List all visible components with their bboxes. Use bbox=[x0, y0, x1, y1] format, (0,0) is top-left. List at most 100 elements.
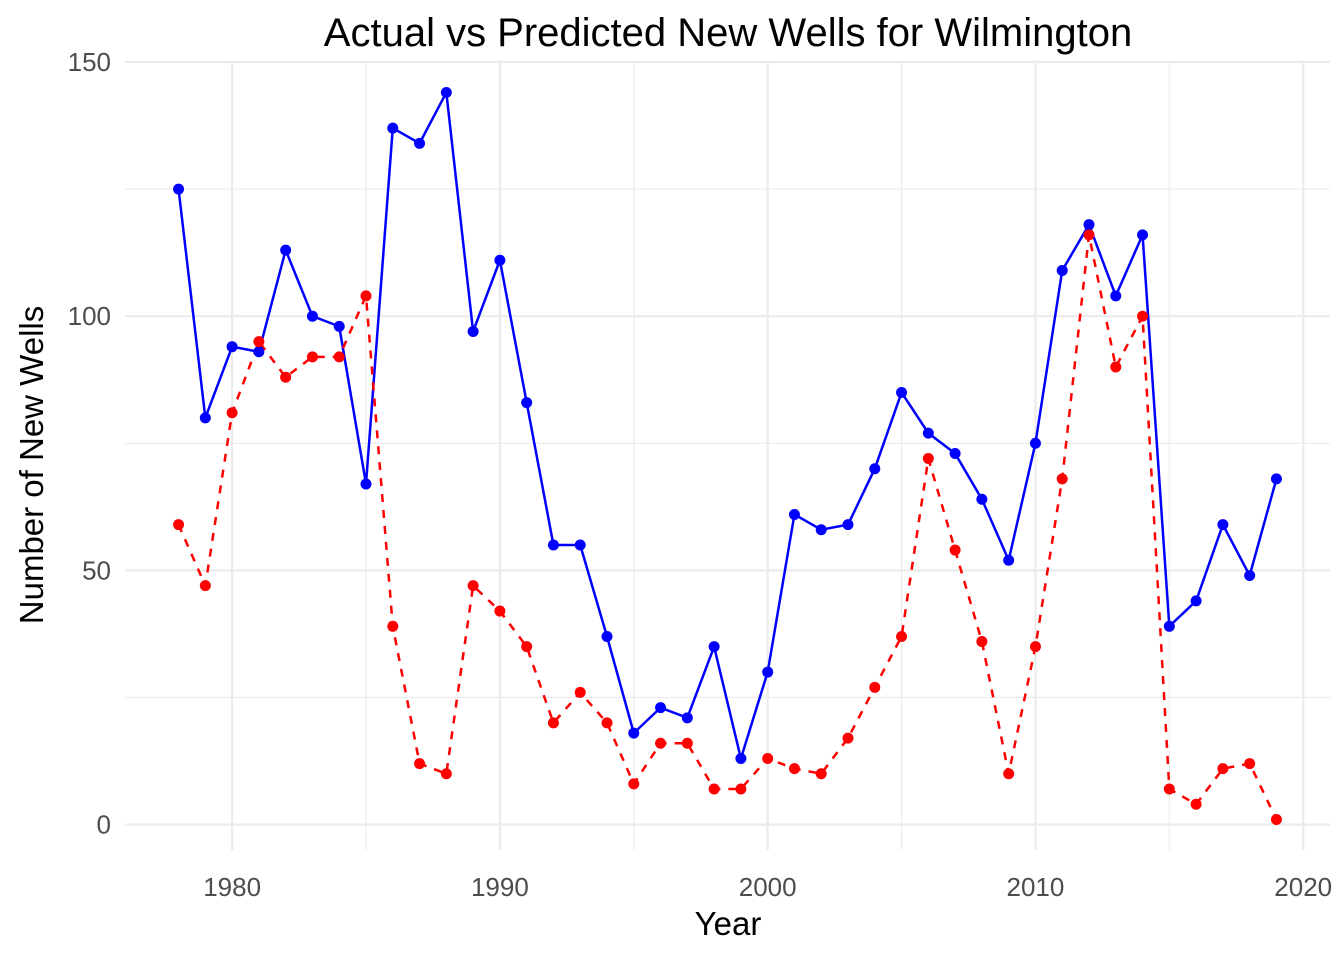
series-2-point bbox=[440, 768, 452, 780]
series-layer bbox=[173, 87, 1282, 825]
series-2-point bbox=[1003, 768, 1015, 780]
series-2-point bbox=[1056, 473, 1068, 485]
y-tick-label: 0 bbox=[97, 810, 111, 840]
y-tick-label: 50 bbox=[82, 555, 111, 585]
series-1-point bbox=[788, 508, 800, 520]
series-2-point bbox=[333, 351, 345, 363]
y-tick-label: 100 bbox=[68, 301, 111, 331]
series-2-point bbox=[896, 630, 908, 642]
series-1-line bbox=[177, 88, 1278, 764]
series-1-point bbox=[896, 386, 908, 398]
series-2-point bbox=[976, 636, 988, 648]
series-1-point bbox=[1137, 229, 1149, 241]
series-1-point bbox=[494, 254, 506, 266]
series-1-point bbox=[1190, 595, 1202, 607]
series-2-point bbox=[1244, 758, 1256, 770]
series-2-point bbox=[414, 758, 426, 770]
series-1-point bbox=[976, 493, 988, 505]
series-2-line bbox=[177, 234, 1278, 821]
series-2-point bbox=[199, 580, 211, 592]
series-2-point bbox=[1137, 310, 1149, 322]
series-1-point bbox=[414, 137, 426, 149]
series-1-point bbox=[440, 87, 452, 99]
series-1-point bbox=[708, 641, 720, 653]
series-2-point bbox=[280, 371, 292, 383]
x-tick-label: 2000 bbox=[739, 872, 797, 902]
series-2-point bbox=[547, 717, 559, 729]
series-2-point bbox=[521, 641, 533, 653]
series-2-point bbox=[655, 737, 667, 749]
series-2-point bbox=[1110, 361, 1122, 373]
series-2-point bbox=[735, 783, 747, 795]
series-2-point bbox=[681, 737, 693, 749]
x-tick-label: 2020 bbox=[1274, 872, 1332, 902]
chart-title: Actual vs Predicted New Wells for Wilmin… bbox=[324, 11, 1132, 55]
series-1-point bbox=[1270, 473, 1282, 485]
series-1-point bbox=[387, 122, 399, 134]
series-2-point bbox=[788, 763, 800, 775]
series-2-point bbox=[306, 351, 318, 363]
y-tick-label: 150 bbox=[68, 47, 111, 77]
series-1-point bbox=[681, 712, 693, 724]
series-2-point bbox=[494, 605, 506, 617]
series-2-point bbox=[360, 290, 372, 302]
series-2-point bbox=[226, 407, 238, 419]
series-1-point bbox=[869, 463, 881, 475]
series-2-point bbox=[1190, 798, 1202, 810]
series-2-point bbox=[869, 681, 881, 693]
series-2-point bbox=[1217, 763, 1229, 775]
x-tick-label: 1980 bbox=[203, 872, 261, 902]
series-1-point bbox=[226, 341, 238, 353]
series-1-point bbox=[199, 412, 211, 424]
y-axis-ticks: 0 50 100 150 bbox=[68, 47, 111, 840]
series-1-point bbox=[815, 524, 827, 536]
series-2-point bbox=[1083, 229, 1095, 241]
series-2-point bbox=[922, 453, 934, 465]
series-2-point bbox=[467, 580, 479, 592]
series-1-point bbox=[922, 427, 934, 439]
series-2-point bbox=[628, 778, 640, 790]
series-1-point bbox=[1110, 290, 1122, 302]
series-1-point bbox=[1217, 519, 1229, 531]
series-2-point bbox=[387, 620, 399, 632]
series-1-point bbox=[1003, 554, 1015, 566]
series-1-point bbox=[333, 320, 345, 332]
x-axis-ticks: 1980 1990 2000 2010 2020 bbox=[203, 872, 1332, 902]
series-2-point bbox=[1163, 783, 1175, 795]
series-2-point bbox=[815, 768, 827, 780]
series-1-point bbox=[1056, 264, 1068, 276]
series-1-point bbox=[735, 752, 747, 764]
series-2-point bbox=[762, 752, 774, 764]
series-2-point bbox=[253, 336, 265, 348]
series-1-point bbox=[1163, 620, 1175, 632]
series-1-point bbox=[306, 310, 318, 322]
x-tick-label: 2010 bbox=[1007, 872, 1065, 902]
series-2-point bbox=[949, 544, 961, 556]
x-axis-title: Year bbox=[695, 905, 762, 942]
series-1-point bbox=[1244, 569, 1256, 581]
series-1-point bbox=[521, 397, 533, 409]
series-1-point bbox=[628, 727, 640, 739]
series-2-point bbox=[601, 717, 613, 729]
series-2-point bbox=[842, 732, 854, 744]
series-1-point bbox=[467, 325, 479, 337]
series-1-point bbox=[574, 539, 586, 551]
series-1-point bbox=[360, 478, 372, 490]
series-2-point bbox=[1270, 813, 1282, 825]
series-1-point bbox=[949, 447, 961, 459]
series-1-point bbox=[601, 630, 613, 642]
series-2-point bbox=[1029, 641, 1041, 653]
series-1-point bbox=[547, 539, 559, 551]
grid bbox=[125, 60, 1330, 850]
series-1-point bbox=[1083, 219, 1095, 231]
series-1-point bbox=[762, 666, 774, 678]
series-2-point bbox=[574, 686, 586, 698]
series-1-point bbox=[253, 346, 265, 358]
x-tick-label: 1990 bbox=[471, 872, 529, 902]
series-2-point bbox=[173, 519, 185, 531]
series-1-point bbox=[1029, 437, 1041, 449]
y-axis-title: Number of New Wells bbox=[13, 306, 50, 624]
series-2-point bbox=[708, 783, 720, 795]
series-1-point bbox=[655, 702, 667, 714]
